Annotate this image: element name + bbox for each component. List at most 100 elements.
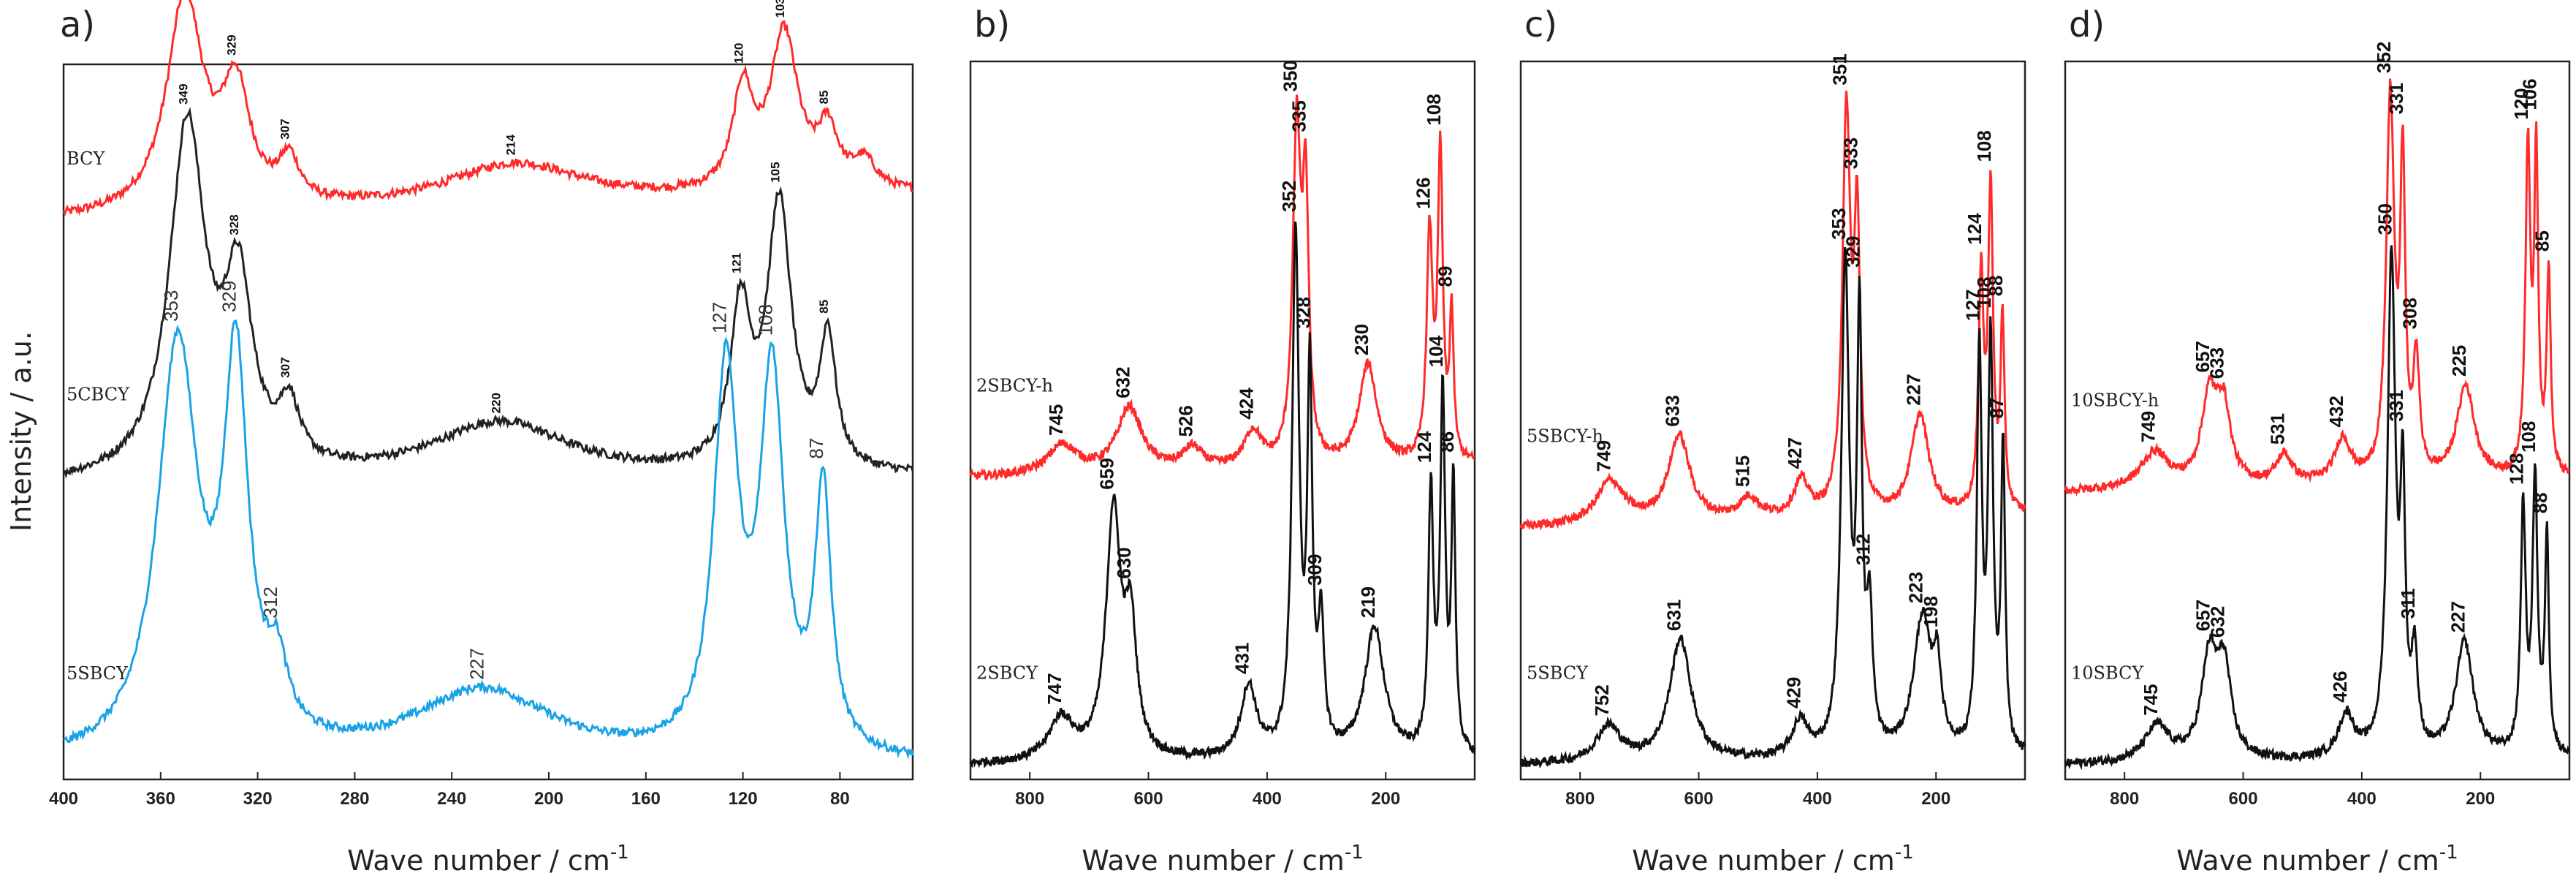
panel-label: a): [60, 4, 95, 45]
series-line: [969, 94, 1475, 481]
x-tick-label: 320: [243, 789, 273, 809]
peak-label: 335: [1288, 100, 1310, 132]
peak-label: 88: [1985, 275, 2007, 296]
peak-label: 353: [1828, 208, 1850, 239]
x-tick-label: 400: [1253, 789, 1282, 809]
peak-label: 220: [490, 393, 504, 413]
peak-label: 352: [2373, 42, 2395, 73]
peak-label: 657: [2192, 600, 2214, 631]
panel-label: d): [2069, 4, 2105, 45]
peak-label: 631: [1663, 600, 1684, 631]
panels-group: a) 400 360 320 280 240 200 160 120 80 Wave number …: [49, 0, 2571, 877]
peak-label: 426: [2329, 670, 2351, 702]
series-line: [2064, 78, 2570, 496]
peak-label: 88: [2529, 492, 2551, 513]
peak-label: 659: [1096, 458, 1118, 489]
peak-label: 350: [2374, 203, 2395, 235]
series-name: 5SBCY-h: [1527, 426, 1603, 446]
x-axis-label: Wave number / cm-1: [347, 842, 629, 877]
peak-label: 308: [2399, 298, 2421, 329]
peak-label: 329: [219, 281, 240, 312]
x-tick-label: 280: [340, 789, 369, 809]
peak-label: 312: [1852, 534, 1874, 565]
peak-label: 633: [2206, 347, 2228, 379]
series-line: [62, 0, 913, 216]
series-name: 10SBCY-h: [2071, 390, 2159, 410]
peak-label: 106: [2519, 78, 2541, 110]
x-tick-label: 200: [1371, 789, 1400, 809]
x-tick-label: 600: [1684, 789, 1714, 809]
peak-label: 225: [2448, 345, 2470, 377]
peak-label: 127: [708, 302, 730, 333]
peak-label: 120: [2510, 88, 2532, 119]
series-name: 10SBCY: [2071, 663, 2144, 684]
series-line: [1519, 91, 2026, 531]
peak-label: 432: [2325, 396, 2347, 427]
series-line: [2064, 245, 2571, 771]
x-axis-label: Wave number / cm-1: [1632, 842, 1914, 877]
x-tick-label: 800: [1015, 789, 1044, 809]
series-5CBCY: 5CBCY 349 328 307 220 121 105 85: [63, 83, 914, 479]
plot-frame: [969, 60, 1476, 781]
peak-label: 331: [2385, 83, 2407, 114]
peak-label: 87: [805, 438, 827, 459]
x-tick-label: 80: [830, 789, 850, 809]
x-tick-label: 400: [2347, 789, 2376, 809]
peak-label: 657: [2192, 341, 2214, 372]
peak-label: 86: [1436, 431, 1458, 453]
peak-label: 307: [278, 118, 292, 139]
x-axis-label-main: Wave number / cm: [1082, 845, 1345, 877]
peak-label: 515: [1732, 456, 1754, 487]
panel-label: b): [974, 4, 1010, 45]
panel-2: b) 800 600 400 200 Wave number / cm-1 2SBCY-h 7…: [969, 4, 1476, 877]
y-axis-label: Intensity / a.u.: [5, 331, 37, 532]
peak-label: 526: [1175, 405, 1197, 437]
series-name: 5CBCY: [67, 385, 130, 405]
peak-label: 85: [817, 300, 831, 314]
x-tick-label: 800: [2110, 789, 2139, 809]
panel-label: c): [1524, 4, 1557, 45]
peak-label: 328: [227, 214, 241, 235]
peak-label: 108: [1973, 277, 1995, 309]
series-name: BCY: [67, 148, 105, 169]
series-name: 2SBCY: [976, 663, 1038, 684]
x-axis-label-sup: -1: [2439, 842, 2458, 864]
series-2SBCY: 2SBCY 747 659 630 431 352 328 309 219 124 104 86: [969, 181, 1476, 768]
peak-label: 531: [2267, 413, 2289, 445]
x-tick-label: 400: [49, 789, 78, 809]
x-tick-label: 240: [437, 789, 466, 809]
x-axis-label-sup: -1: [1345, 842, 1364, 864]
peak-label: 328: [1292, 297, 1314, 328]
series-BCY: BCY35032912010385307214: [62, 0, 913, 216]
x-axis-label-main: Wave number / cm: [1632, 845, 1895, 877]
peak-label: 126: [1412, 177, 1434, 208]
peak-label: 427: [1784, 437, 1806, 469]
series-2SBCY-h: 2SBCY-h 745 632 526 424 350 335 230 126 108 89: [969, 60, 1475, 481]
peak-label: 632: [2207, 606, 2229, 638]
x-axis-label-sup: -1: [610, 842, 629, 864]
x-axis-label: Wave number / cm-1: [1082, 842, 1364, 877]
panel-1: a) 400 360 320 280 240 200 160 120 80 Wave number …: [49, 0, 914, 877]
series-name: 5SBCY: [67, 663, 129, 684]
peak-label: 227: [1902, 374, 1924, 405]
x-tick-label: 600: [2229, 789, 2258, 809]
x-axis-label-sup: -1: [1895, 842, 1914, 864]
peak-label: 329: [1842, 236, 1864, 268]
peak-label: 223: [1905, 572, 1927, 603]
peak-label: 108: [1423, 94, 1445, 125]
peak-label: 349: [176, 83, 190, 104]
peak-label: 124: [1964, 213, 1986, 245]
peak-label: 103: [773, 0, 787, 18]
x-tick-label: 600: [1134, 789, 1163, 809]
series-line: [64, 319, 914, 760]
peak-label: 745: [2140, 684, 2162, 715]
x-tick-label: 800: [1565, 789, 1595, 809]
peak-label: 120: [732, 43, 746, 64]
peak-label: 745: [1045, 404, 1067, 436]
peak-label: 89: [1434, 266, 1456, 287]
peak-label: 311: [2397, 588, 2419, 619]
peak-label: 633: [1662, 395, 1684, 426]
peak-label: 429: [1782, 677, 1804, 709]
